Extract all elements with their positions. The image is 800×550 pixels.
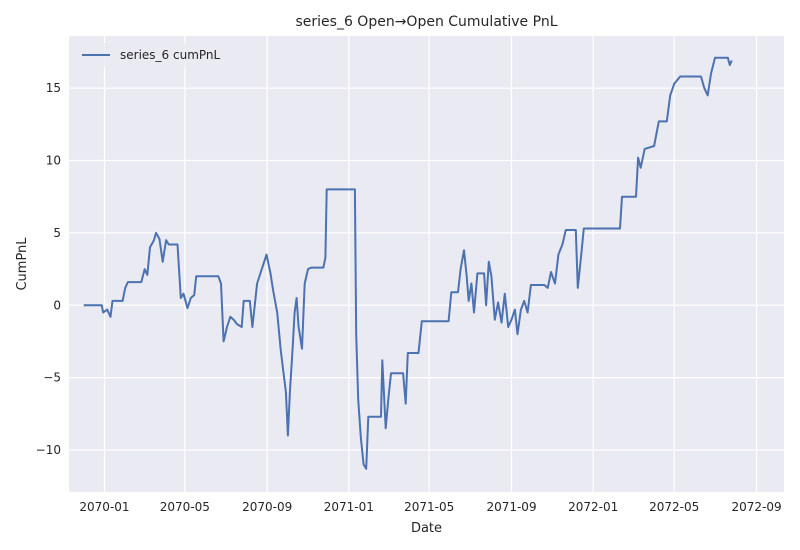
- x-tick-label: 2071-05: [404, 500, 454, 514]
- y-axis-ticks: −10 −5 0 5 10 15: [36, 81, 61, 457]
- chart-title: series_6 Open→Open Cumulative PnL: [295, 14, 557, 30]
- x-axis-label: Date: [411, 521, 442, 536]
- x-tick-label: 2071-09: [486, 500, 536, 514]
- x-tick-label: 2070-01: [79, 500, 129, 514]
- y-tick-label: −5: [43, 371, 61, 385]
- x-tick-label: 2070-05: [160, 500, 210, 514]
- y-tick-label: −10: [36, 443, 61, 457]
- x-tick-label: 2072-05: [649, 500, 699, 514]
- legend-entry: series_6 cumPnL: [120, 48, 221, 62]
- plot-background: [69, 36, 784, 492]
- x-tick-label: 2072-09: [731, 500, 781, 514]
- series-layer: [83, 56, 733, 470]
- y-axis-label: CumPnL: [15, 237, 30, 291]
- y-tick-label: 10: [46, 153, 61, 167]
- y-tick-label: 15: [46, 81, 61, 95]
- legend: series_6 cumPnL: [76, 43, 236, 67]
- x-axis-ticks: 2070-01 2070-05 2070-09 2071-01 2071-05 2071-…: [79, 500, 781, 514]
- x-tick-label: 2072-01: [568, 500, 618, 514]
- x-tick-label: 2070-09: [242, 500, 292, 514]
- legend-box: [76, 43, 236, 67]
- y-tick-label: 0: [53, 298, 61, 312]
- x-tick-label: 2071-01: [324, 500, 374, 514]
- y-tick-label: 5: [53, 226, 61, 240]
- series-line-0: [83, 56, 733, 470]
